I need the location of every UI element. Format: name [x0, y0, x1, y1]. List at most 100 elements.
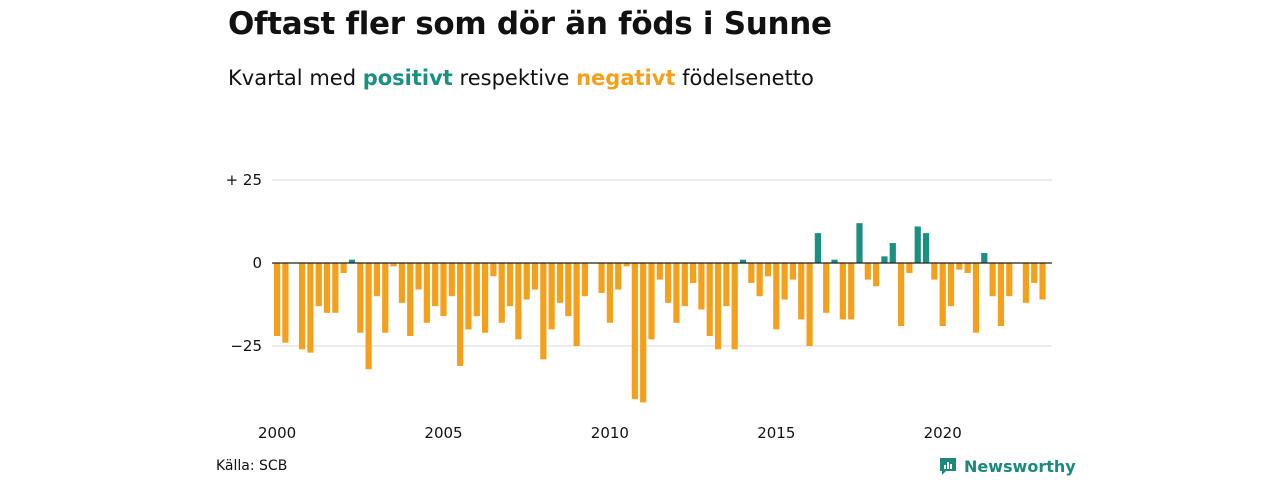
bar [615, 263, 622, 290]
bar [623, 263, 630, 267]
bar [548, 263, 555, 330]
bar [922, 233, 930, 263]
x-tick-label: 2010 [591, 424, 629, 442]
bar [773, 263, 780, 330]
bar [981, 253, 988, 263]
bar [315, 263, 322, 307]
bar [1031, 263, 1038, 283]
bar [997, 263, 1005, 327]
logo-text: Newsworthy [964, 456, 1076, 476]
bar [390, 263, 397, 267]
bar [714, 263, 722, 350]
subtitle-middle: respektive [459, 66, 570, 90]
bar [581, 263, 589, 297]
bar [448, 263, 455, 297]
subtitle-negative-word: negativt [576, 66, 676, 90]
bar [856, 223, 863, 263]
bar [498, 263, 505, 323]
bar [1039, 263, 1046, 300]
bar [690, 263, 697, 283]
bar [432, 263, 439, 307]
bar [515, 263, 522, 340]
bar [373, 263, 381, 297]
bar [357, 263, 364, 333]
bar [565, 263, 572, 317]
x-tick-label: 2015 [757, 424, 795, 442]
bar [739, 259, 747, 263]
bar [889, 243, 896, 263]
bar [956, 263, 963, 270]
chart-subtitle: Kvartal med positivt respektive negativt… [228, 66, 814, 90]
bar [706, 263, 713, 337]
bar [398, 263, 405, 303]
bar [307, 263, 314, 353]
bar [964, 263, 971, 273]
bar [348, 259, 356, 263]
bar [523, 263, 530, 300]
bar [274, 263, 281, 337]
y-axis-labels: + 25 0 −25 [226, 171, 262, 355]
bar [606, 263, 613, 323]
bar [640, 263, 647, 403]
bar [482, 263, 489, 333]
bar [1022, 263, 1029, 303]
bar [798, 263, 805, 320]
bar [823, 263, 830, 313]
bar [473, 263, 480, 317]
bar [656, 263, 663, 280]
bar [947, 263, 955, 307]
bar [723, 263, 730, 307]
grid-lines [272, 179, 1052, 347]
newsworthy-logo: Newsworthy [938, 456, 1076, 476]
bar [873, 263, 880, 287]
y-tick-label: + 25 [226, 171, 262, 189]
x-axis-labels: 2000 2005 2010 2015 2020 [258, 424, 962, 442]
bars [274, 223, 1046, 403]
bar [939, 263, 946, 327]
bar [831, 259, 838, 263]
bar [681, 263, 688, 307]
bar [407, 263, 414, 337]
newsworthy-logo-icon [940, 458, 956, 475]
bar [665, 263, 672, 303]
bar [848, 263, 855, 320]
bar [540, 263, 547, 360]
y-tick-label: 0 [252, 254, 262, 272]
y-tick-label: −25 [230, 337, 262, 355]
source-note: Källa: SCB [216, 458, 288, 474]
bar [573, 263, 580, 346]
bar [423, 263, 430, 323]
bar [898, 263, 905, 327]
bar [906, 263, 913, 273]
x-tick-label: 2005 [424, 424, 462, 442]
bar [365, 263, 372, 370]
bar [382, 263, 389, 333]
bar [648, 263, 655, 340]
bar [756, 263, 763, 297]
bar [598, 263, 605, 293]
bar [881, 256, 888, 263]
bar [323, 263, 331, 313]
bar [490, 263, 497, 277]
bar [748, 263, 755, 283]
bar [931, 263, 938, 280]
bar [914, 226, 921, 263]
bar [789, 263, 797, 280]
bar [506, 263, 514, 307]
bar [1006, 263, 1013, 297]
bar [282, 263, 289, 343]
bar [814, 233, 821, 263]
bar [465, 263, 472, 330]
bar [806, 263, 813, 346]
bar [839, 263, 846, 320]
subtitle-suffix: födelsenetto [682, 66, 814, 90]
bar [531, 263, 539, 290]
bar [440, 263, 447, 317]
bar [415, 263, 422, 290]
bar [457, 263, 464, 366]
bar [972, 263, 980, 333]
chart-title: Oftast fler som dör än föds i Sunne [228, 6, 832, 42]
bar [332, 263, 339, 313]
bar [673, 263, 680, 323]
